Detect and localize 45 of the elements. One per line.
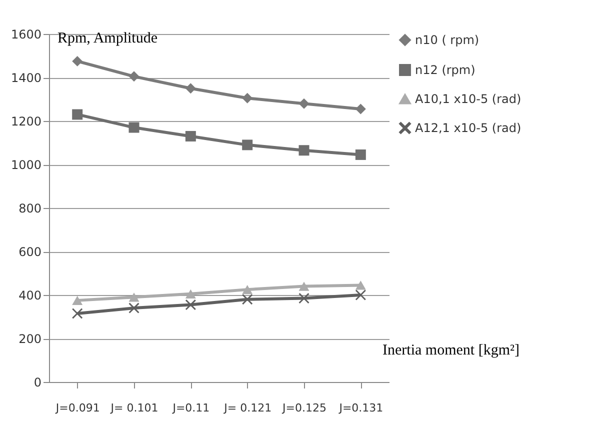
point	[128, 292, 140, 302]
point	[72, 56, 83, 66]
legend-label: n12 (rpm)	[415, 63, 476, 77]
point	[128, 302, 140, 314]
y-tick-label: 200	[18, 332, 42, 346]
legend-label: A10,1 x10-5 (rad)	[415, 92, 522, 106]
x-axis-title: Inertia moment [kgm²]	[382, 342, 520, 358]
point	[242, 294, 253, 305]
point	[185, 289, 196, 298]
y-tick-label: 0	[34, 376, 42, 390]
point	[128, 122, 140, 133]
y-tick-label: 1600	[10, 28, 42, 42]
y-tick-label: 800	[18, 202, 42, 216]
point	[242, 92, 253, 104]
point	[72, 296, 83, 305]
y-tick-label: 600	[18, 245, 42, 259]
x-tick-label: J= 0.121	[223, 402, 272, 414]
x-tick-label: J= 0.101	[110, 402, 158, 414]
x-tick-label: J=0.131	[338, 402, 384, 414]
point	[298, 282, 310, 291]
point	[355, 149, 366, 160]
y-axis-title: Rpm, Amplitude	[58, 30, 158, 46]
point	[355, 104, 366, 114]
point	[72, 109, 83, 120]
point	[298, 145, 310, 156]
point	[355, 290, 366, 300]
point	[298, 293, 310, 304]
point	[185, 300, 196, 310]
y-tick-label: 1000	[10, 158, 42, 172]
y-tick-label: 1400	[10, 71, 42, 85]
point	[242, 285, 253, 294]
point	[242, 140, 253, 150]
y-tick-label: 1200	[10, 114, 42, 128]
y-tick-label: 400	[18, 288, 42, 302]
point	[185, 83, 196, 94]
x-tick-label: J=0.091	[54, 402, 100, 414]
legend-label: A12,1 x10-5 (rad)	[415, 121, 522, 135]
point	[298, 98, 310, 109]
point	[185, 130, 196, 142]
x-tick-label: J=0.11	[172, 402, 210, 414]
x-tick-label: J=0.125	[282, 402, 326, 414]
point	[355, 280, 366, 290]
point	[128, 71, 140, 82]
point	[72, 308, 83, 319]
legend-label: n10 ( rpm)	[415, 33, 480, 47]
